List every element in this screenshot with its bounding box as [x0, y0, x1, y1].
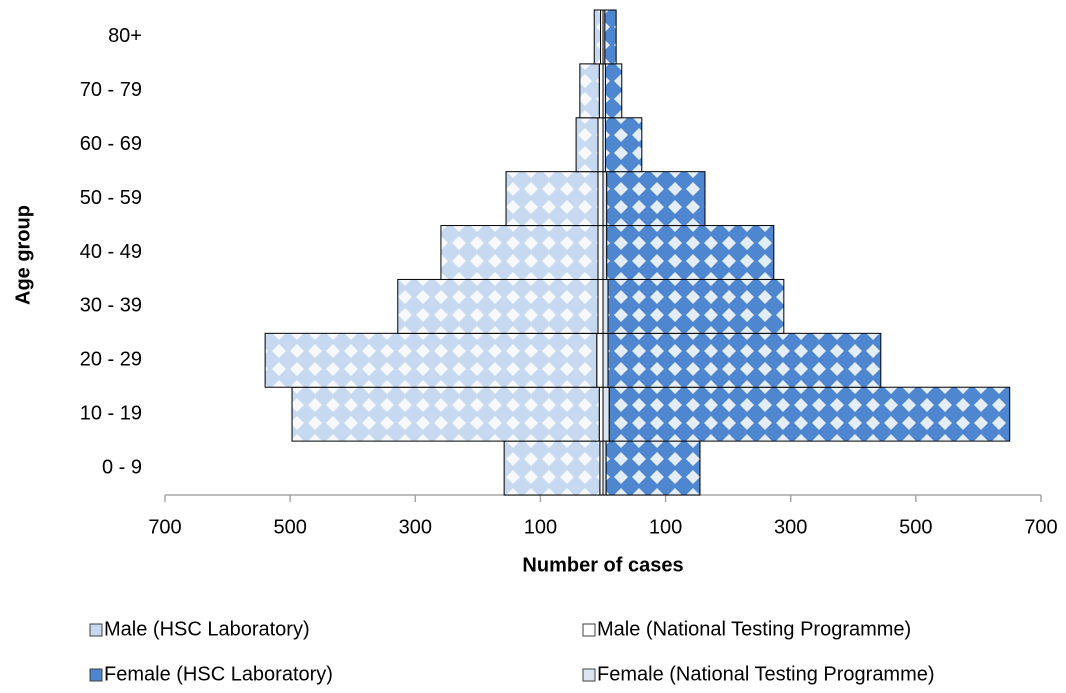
bar [597, 117, 604, 173]
bar [598, 386, 604, 442]
y-tick-label: 40 - 49 [80, 241, 142, 263]
y-tick-label: 60 - 69 [80, 133, 142, 155]
bar [597, 171, 604, 227]
x-tick-label: 300 [399, 516, 432, 538]
y-tick-label: 20 - 29 [80, 349, 142, 371]
bar [575, 117, 599, 173]
bar [605, 63, 623, 119]
bar [397, 278, 599, 334]
bar [503, 440, 601, 496]
bar [597, 225, 604, 280]
bar [593, 9, 601, 65]
bar [602, 332, 609, 388]
bar [597, 278, 604, 334]
bar [608, 386, 1011, 442]
y-tick-label: 0 - 9 [102, 456, 142, 478]
bar [291, 386, 600, 442]
legend-label: Female (HSC Laboratory) [104, 663, 333, 685]
bar [598, 63, 604, 119]
bar [606, 225, 775, 280]
x-tick-label: 100 [649, 516, 682, 538]
bar [579, 63, 600, 119]
legend-swatch [582, 623, 596, 637]
bar [605, 117, 643, 173]
bar [607, 332, 882, 388]
y-axis-title: Age group [12, 205, 34, 305]
x-axis-title: Number of cases [522, 554, 683, 576]
x-tick-label: 100 [524, 516, 557, 538]
bar [264, 332, 598, 388]
legend-swatch [89, 623, 103, 637]
x-tick-label: 700 [148, 516, 181, 538]
y-tick-label: 30 - 39 [80, 295, 142, 317]
bar [605, 440, 701, 496]
legend-label: Male (National Testing Programme) [597, 618, 911, 640]
bar [596, 332, 604, 388]
legend-swatch [582, 668, 596, 682]
y-tick-label: 70 - 79 [80, 79, 142, 101]
legend-swatch [89, 668, 103, 682]
x-tick-label: 500 [899, 516, 932, 538]
bar [606, 171, 706, 227]
y-tick-label: 10 - 19 [80, 402, 142, 424]
bar [602, 171, 608, 227]
y-tick-label: 50 - 59 [80, 187, 142, 209]
legend-label: Female (National Testing Programme) [597, 663, 935, 685]
legend-label: Male (HSC Laboratory) [104, 618, 310, 640]
bar [604, 9, 617, 65]
bar [602, 225, 608, 280]
y-tick-label: 80+ [108, 25, 142, 47]
x-tick-label: 700 [1024, 516, 1057, 538]
x-tick-label: 500 [273, 516, 306, 538]
bar [602, 278, 609, 334]
bar [440, 225, 599, 280]
bar [505, 171, 599, 227]
x-tick-label: 300 [774, 516, 807, 538]
bar [602, 386, 610, 442]
bar [607, 278, 785, 334]
